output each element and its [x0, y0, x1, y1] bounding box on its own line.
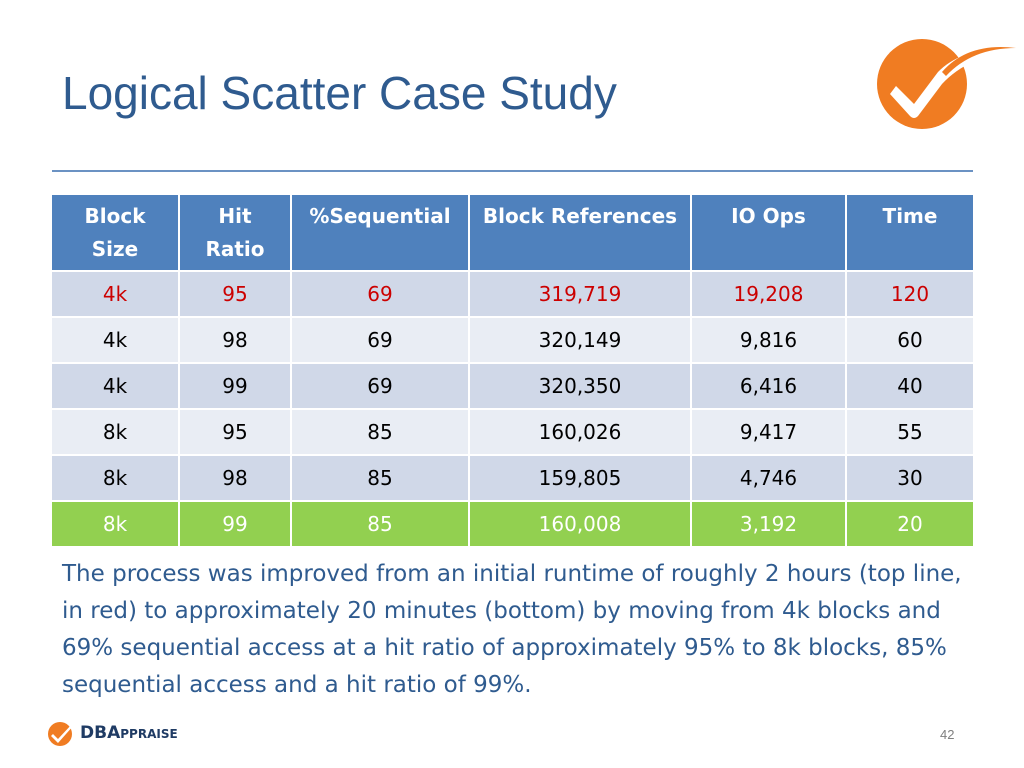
table-cell: 19,208 [691, 271, 847, 318]
header-hit-ratio: Hit Ratio [179, 195, 292, 272]
header-block-size: Block Size [52, 195, 180, 272]
table-cell: 85 [291, 409, 470, 456]
page-number: 42 [940, 727, 955, 742]
orange-checkmark-logo-icon [868, 34, 1018, 134]
table-cell: 85 [291, 501, 470, 548]
table-cell: 69 [291, 271, 470, 318]
table-header-row: Block Size Hit Ratio %Sequential Block Ref… [52, 195, 973, 272]
dbappraise-logo-icon [48, 722, 74, 746]
table-cell: 120 [846, 271, 973, 318]
table-cell: 55 [846, 409, 973, 456]
table-cell: 8k [52, 409, 180, 456]
table-cell: 8k [52, 501, 180, 548]
header-sequential: %Sequential [291, 195, 470, 272]
table-cell: 60 [846, 317, 973, 364]
table-cell: 320,149 [469, 317, 692, 364]
table-cell: 9,816 [691, 317, 847, 364]
table-cell: 8k [52, 455, 180, 502]
table-row: 8k 99 85 160,008 3,192 20 [52, 501, 973, 548]
table-cell: 159,805 [469, 455, 692, 502]
title-divider [52, 170, 973, 172]
table-cell: 69 [291, 363, 470, 410]
footer-logo: DBAPPRAISE [46, 716, 178, 750]
table-cell: 99 [179, 363, 292, 410]
table-row: 4k 99 69 320,350 6,416 40 [52, 363, 973, 410]
table-cell: 160,026 [469, 409, 692, 456]
table-cell: 98 [179, 455, 292, 502]
table-cell: 320,350 [469, 363, 692, 410]
table-cell: 40 [846, 363, 973, 410]
table-cell: 160,008 [469, 501, 692, 548]
table-cell: 85 [291, 455, 470, 502]
table-cell: 95 [179, 271, 292, 318]
table-cell: 20 [846, 501, 973, 548]
slide-title: Logical Scatter Case Study [62, 67, 617, 119]
brand-name: DBAPPRAISE [80, 723, 178, 743]
table-cell: 6,416 [691, 363, 847, 410]
header-io-ops: IO Ops [691, 195, 847, 272]
table-cell: 4k [52, 271, 180, 318]
table-cell: 4k [52, 363, 180, 410]
table-cell: 9,417 [691, 409, 847, 456]
table-row: 4k 98 69 320,149 9,816 60 [52, 317, 973, 364]
table-cell: 4,746 [691, 455, 847, 502]
table-cell: 4k [52, 317, 180, 364]
table-row: 8k 98 85 159,805 4,746 30 [52, 455, 973, 502]
table-cell: 30 [846, 455, 973, 502]
table-row: 8k 95 85 160,026 9,417 55 [52, 409, 973, 456]
table-cell: 95 [179, 409, 292, 456]
results-table: Block Size Hit Ratio %Sequential Block Ref… [52, 195, 973, 548]
slide-caption: The process was improved from an initial… [62, 561, 962, 698]
table-cell: 98 [179, 317, 292, 364]
table-cell: 3,192 [691, 501, 847, 548]
table-cell: 69 [291, 317, 470, 364]
table-cell: 319,719 [469, 271, 692, 318]
header-time: Time [846, 195, 973, 272]
header-block-references: Block References [469, 195, 692, 272]
table-row: 4k 95 69 319,719 19,208 120 [52, 271, 973, 318]
table-cell: 99 [179, 501, 292, 548]
